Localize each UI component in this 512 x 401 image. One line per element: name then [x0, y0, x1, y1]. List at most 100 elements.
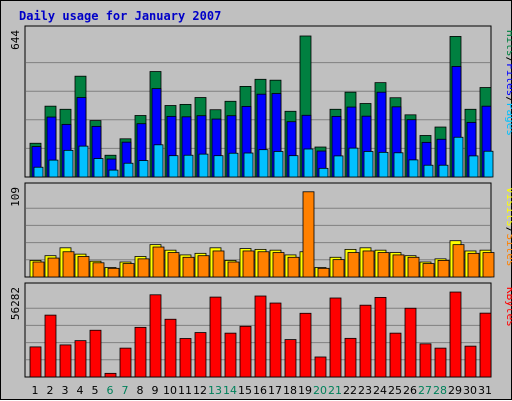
bar-pages-day-11	[183, 154, 194, 178]
bar-pages-day-9	[153, 144, 164, 178]
bar-sites-day-24	[377, 252, 390, 278]
bar-pages-day-29	[453, 136, 464, 178]
series-label-part: Files	[504, 63, 512, 96]
panel-3: 56282 KBytes	[9, 282, 512, 378]
bar-kbytes-day-21	[329, 297, 342, 378]
x-tick-label: 21	[328, 384, 342, 397]
bar-pages-day-14	[228, 152, 239, 178]
bar-sites-day-29	[452, 244, 465, 278]
bar-pages-day-12	[198, 153, 209, 178]
bar-kbytes-day-5	[89, 329, 102, 378]
bar-kbytes-day-27	[419, 343, 432, 378]
bar-sites-day-23	[362, 250, 375, 278]
bar-sites-day-28	[437, 260, 450, 278]
bar-pages-day-26	[408, 159, 419, 178]
x-tick-label: 23	[358, 384, 372, 397]
x-axis: 1 2 3 4 5 6 7 8 9 10 11 12 13 14 15 16 17 18 19 20 21 22 23 24 2…	[32, 384, 493, 397]
bar-sites-day-2	[47, 257, 60, 278]
bar-sites-day-18	[287, 256, 300, 278]
bar-kbytes-day-20	[314, 356, 327, 378]
bar-sites-day-20	[317, 267, 330, 278]
bar-pages-day-10	[168, 155, 179, 178]
series-label: KBytes	[504, 287, 512, 327]
bar-kbytes-day-4	[74, 340, 87, 378]
bar-kbytes-day-9	[149, 294, 162, 378]
x-tick-label: 19	[298, 384, 312, 397]
bar-sites-day-26	[407, 256, 420, 278]
series-label-part: /	[504, 227, 512, 234]
x-tick-label: 29	[448, 384, 462, 397]
bar-sites-day-13	[212, 250, 225, 278]
bar-sites-day-27	[422, 263, 435, 278]
x-tick-label: 13	[208, 384, 222, 397]
bar-pages-day-15	[243, 152, 254, 178]
bar-kbytes-day-18	[284, 339, 297, 378]
bar-kbytes-day-26	[404, 307, 417, 378]
bar-pages-day-25	[393, 152, 404, 178]
bar-pages-day-28	[438, 164, 449, 178]
x-tick-label: 20	[313, 384, 327, 397]
bar-pages-day-13	[213, 155, 224, 178]
bar-pages-day-8	[138, 160, 149, 178]
bar-kbytes-day-24	[374, 296, 387, 378]
x-tick-label: 15	[238, 384, 252, 397]
x-tick-label: 31	[478, 384, 492, 397]
bar-kbytes-day-19	[299, 312, 312, 378]
bar-sites-day-25	[392, 254, 405, 278]
bar-pages-day-2	[48, 159, 59, 178]
bar-pages-day-3	[63, 149, 74, 178]
bar-sites-day-9	[152, 246, 165, 278]
bar-kbytes-day-10	[164, 318, 177, 378]
x-tick-label: 28	[433, 384, 447, 397]
bar-pages-day-1	[33, 166, 44, 178]
x-tick-label: 9	[152, 384, 159, 397]
x-tick-label: 18	[283, 384, 297, 397]
x-tick-label: 16	[253, 384, 267, 397]
bar-sites-day-7	[122, 263, 135, 278]
series-label-part: /	[504, 57, 512, 64]
x-tick-label: 12	[193, 384, 207, 397]
x-tick-label: 25	[388, 384, 402, 397]
bar-pages-day-19	[303, 148, 314, 178]
series-label: Visits/Sites	[504, 187, 512, 267]
bar-kbytes-day-22	[344, 337, 357, 378]
bar-sites-day-3	[62, 251, 75, 278]
bar-pages-day-21	[333, 155, 344, 178]
bar-kbytes-day-17	[269, 302, 282, 378]
bar-kbytes-day-13	[209, 296, 222, 378]
bar-sites-day-11	[182, 256, 195, 278]
bar-pages-day-23	[363, 151, 374, 178]
x-tick-label: 17	[268, 384, 282, 397]
bar-kbytes-day-8	[134, 326, 147, 378]
bar-pages-day-16	[258, 149, 269, 178]
bar-sites-day-15	[242, 250, 255, 278]
bar-sites-day-31	[482, 252, 495, 278]
x-tick-label: 27	[418, 384, 432, 397]
bar-kbytes-day-30	[464, 345, 477, 378]
bar-sites-day-17	[272, 252, 285, 278]
bar-kbytes-day-28	[434, 347, 447, 378]
bar-pages-day-30	[468, 155, 479, 178]
bar-kbytes-day-14	[224, 332, 237, 378]
bar-sites-day-6	[107, 267, 120, 278]
x-tick-label: 14	[223, 384, 237, 397]
chart-title: Daily usage for January 2007	[19, 9, 222, 23]
series-label-part: KBytes	[504, 287, 512, 327]
bar-pages-day-31	[483, 150, 494, 178]
bar-sites-day-10	[167, 252, 180, 278]
series-label-part: Hits	[504, 30, 512, 57]
x-tick-label: 4	[77, 384, 84, 397]
bar-kbytes-day-23	[359, 304, 372, 378]
bar-sites-day-21	[332, 259, 345, 278]
series-label-part: Sites	[504, 233, 512, 266]
x-tick-label: 10	[163, 384, 177, 397]
bar-sites-day-12	[197, 255, 210, 278]
bar-kbytes-day-25	[389, 332, 402, 378]
y-max-label: 109	[9, 187, 22, 207]
bar-kbytes-day-3	[59, 344, 72, 378]
x-tick-label: 30	[463, 384, 477, 397]
bar-pages-day-6	[108, 169, 119, 178]
bar-kbytes-day-6	[104, 372, 117, 378]
y-max-label: 644	[9, 30, 22, 50]
